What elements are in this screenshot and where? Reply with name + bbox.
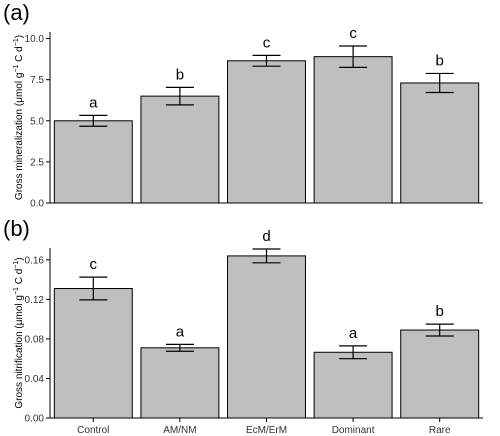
bar-dominant (313, 56, 393, 204)
significance-letter: c (90, 256, 98, 273)
chart-panel-2: (b) c Control a AM/NM d EcM/ErM a Dominant b Rare 0… (3, 216, 483, 436)
significance-letter: d (262, 228, 270, 245)
y-axis-label-part: Gross nitrification (μmol g (14, 295, 25, 409)
y-tick-label: 7.5 (30, 75, 44, 86)
y-tick-label: 0.00 (25, 414, 45, 425)
y-tick-label: 2.5 (30, 157, 44, 168)
significance-letter: a (89, 94, 98, 111)
significance-letter: b (176, 66, 184, 83)
panel-label: (a) (3, 0, 30, 25)
significance-letter: a (176, 323, 185, 340)
y-tick-label: 5.0 (30, 116, 44, 127)
y-tick-label: 0.08 (25, 334, 45, 345)
bar-ecm-erm (227, 255, 306, 419)
y-tick-label: 0.16 (25, 255, 45, 266)
y-axis-label: Gross mineralization (μmol g−1 C d−1) (13, 35, 25, 200)
y-tick-label: 0.04 (25, 374, 45, 385)
y-axis-label-part: Gross mineralization (μmol g (14, 73, 25, 200)
x-tick-label: Dominant (332, 425, 375, 436)
bar-rare (400, 82, 480, 204)
y-tick-label: 10.0 (25, 34, 45, 45)
bar-rare (400, 329, 480, 419)
significance-letter: c (263, 34, 271, 51)
y-axis-label-part: C d (14, 269, 25, 287)
y-axis-label-part: −1 (13, 287, 20, 295)
y-axis-label-part: −1 (13, 261, 20, 269)
y-axis-label-part: ) (14, 257, 25, 260)
y-axis-label-part: ) (14, 35, 25, 38)
y-axis-label-part: C d (14, 46, 25, 64)
significance-letter: a (349, 325, 358, 342)
significance-letter: b (436, 52, 444, 69)
x-tick-label: EcM/ErM (246, 425, 287, 436)
significance-letter: c (349, 25, 357, 42)
y-axis-label: Gross nitrification (μmol g−1 C d−1) (13, 257, 25, 408)
y-tick-label: 0.12 (25, 295, 45, 306)
bar-dominant (313, 351, 393, 419)
panel-label: (b) (3, 216, 30, 241)
y-axis-label-part: −1 (13, 38, 20, 46)
x-tick-label: AM/NM (163, 425, 196, 436)
bar-am-nm (140, 95, 220, 204)
bar-control (53, 288, 133, 419)
y-axis-label-part: −1 (13, 65, 20, 73)
bar-control (53, 120, 133, 204)
bar-ecm-erm (227, 60, 306, 204)
x-tick-label: Control (77, 425, 109, 436)
bar-am-nm (140, 347, 220, 419)
x-tick-label: Rare (429, 425, 451, 436)
significance-letter: b (436, 303, 444, 320)
y-tick-label: 0.0 (30, 199, 44, 210)
